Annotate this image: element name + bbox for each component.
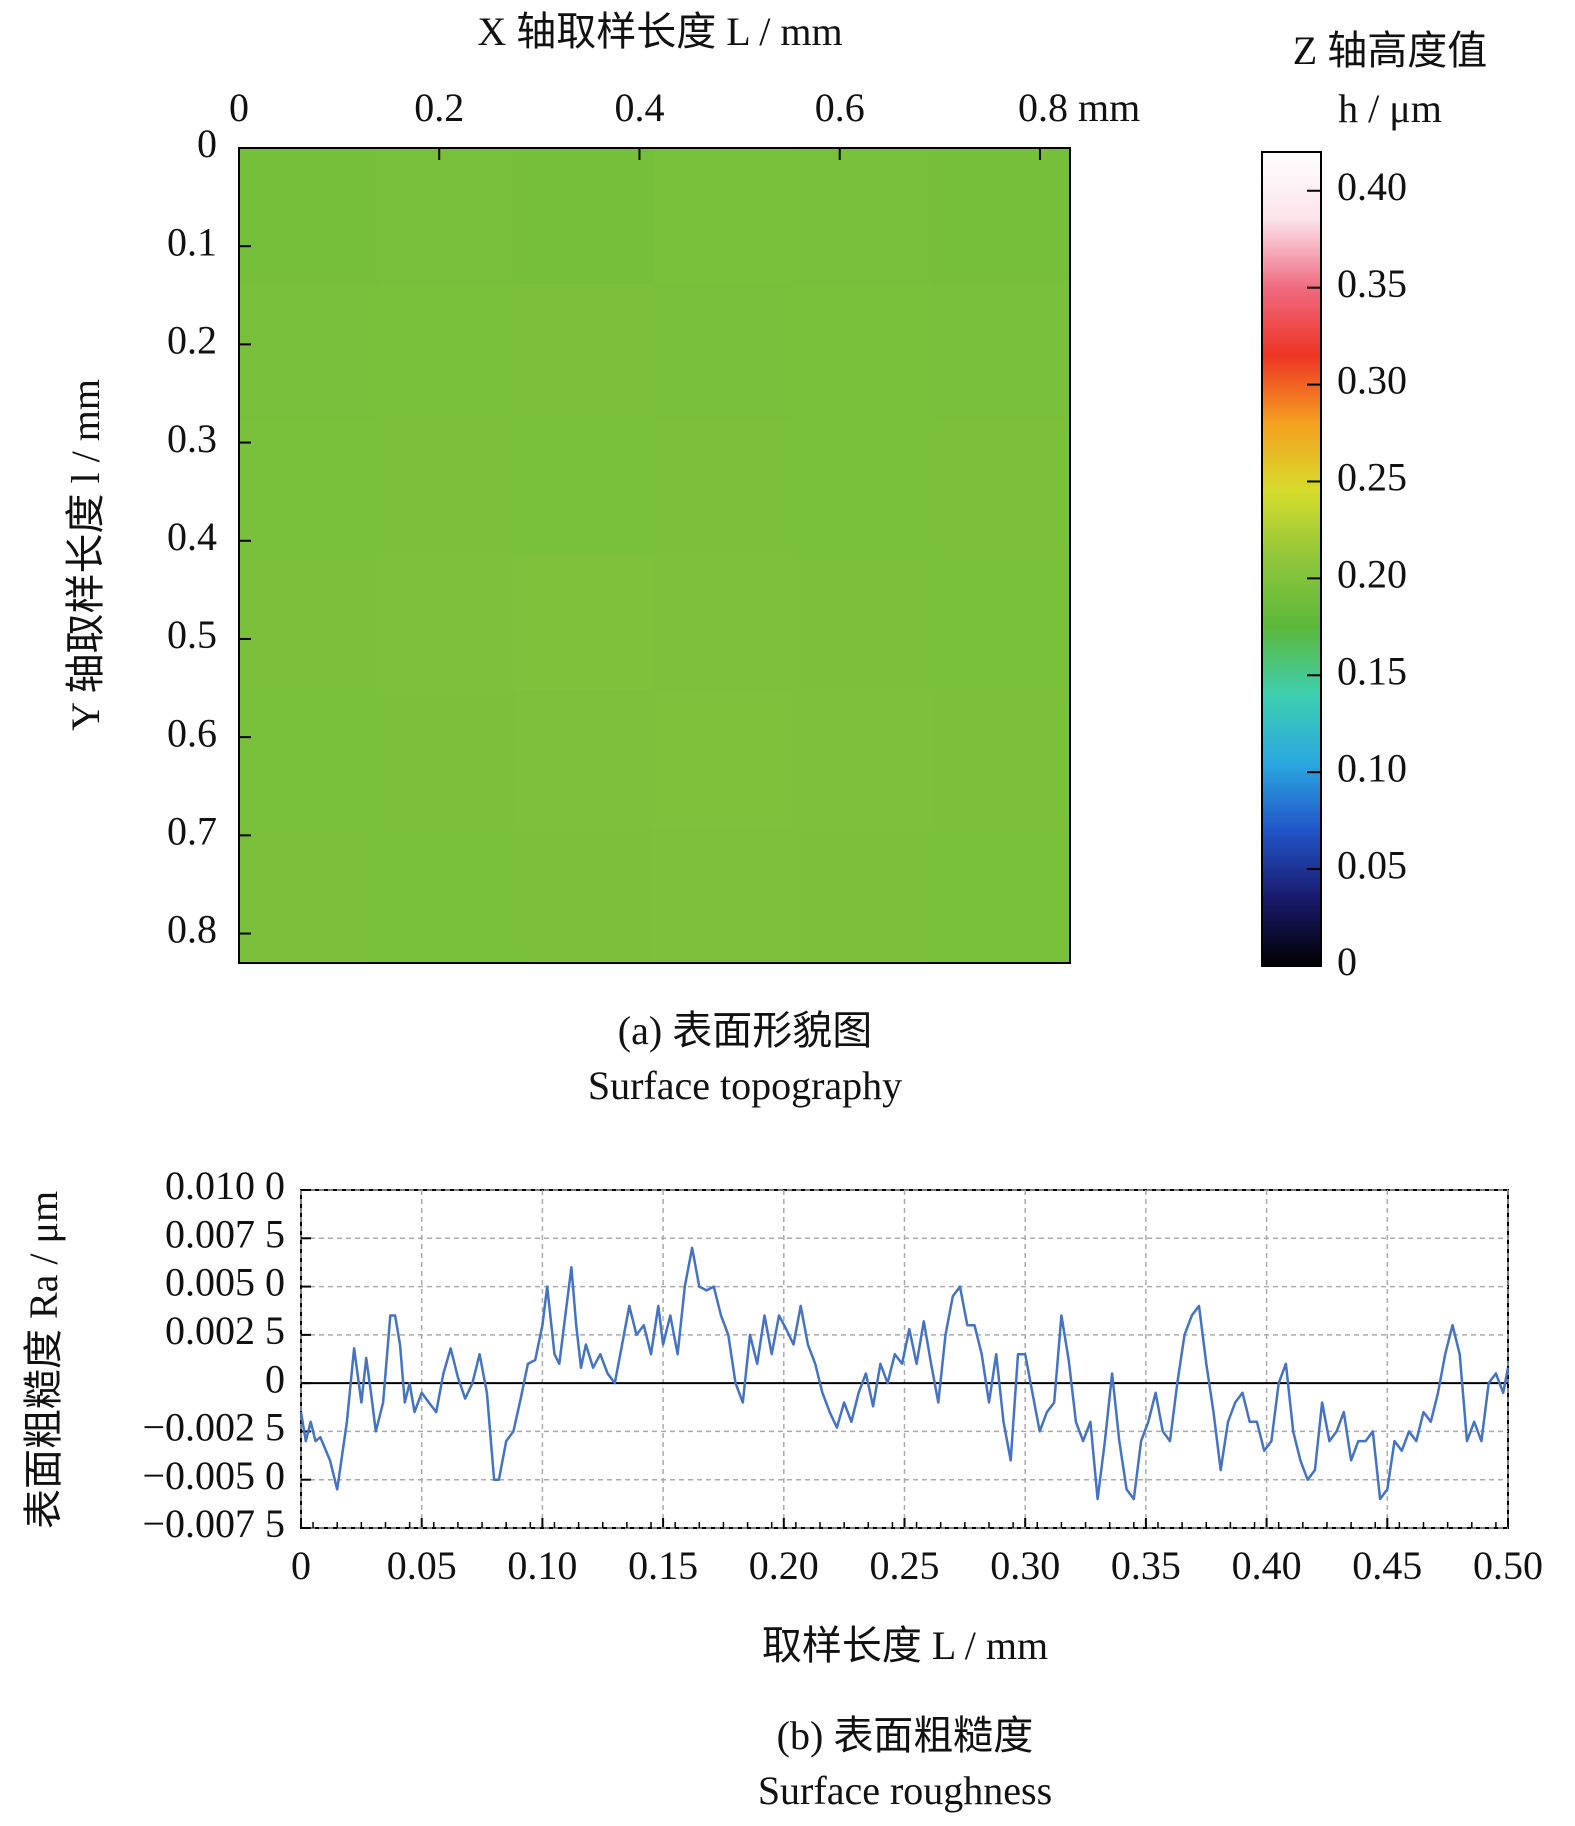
- colorbar-tick-label: 0.15: [1337, 648, 1407, 693]
- heat-cell: [516, 691, 656, 828]
- y-tick-label: 0.2: [167, 318, 217, 363]
- y-tick-label: 0.010 0: [165, 1163, 285, 1208]
- colorbar-tick-label: 0.10: [1337, 745, 1407, 790]
- x-tick-label: 0.2: [414, 85, 464, 130]
- y-tick-label: 0.8: [167, 907, 217, 952]
- heat-cell: [239, 691, 379, 828]
- x-tick-label: 0.6: [815, 85, 865, 130]
- colorbar-tick-label: 0.20: [1337, 552, 1407, 597]
- y-tick-label: 0.002 5: [165, 1308, 285, 1353]
- y-tick-label: 0: [197, 121, 217, 166]
- heat-cell: [931, 555, 1071, 692]
- heat-cell: [239, 827, 379, 964]
- heat-cell: [931, 419, 1071, 557]
- heat-cell: [516, 555, 656, 692]
- x-tick-label: 0.15: [628, 1543, 698, 1588]
- heat-cell: [239, 283, 379, 421]
- x-axis-title: X 轴取样长度 L / mm: [477, 9, 842, 54]
- y-tick-label: 0.005 0: [165, 1260, 285, 1305]
- colorbar-tick-label: 0.30: [1337, 358, 1407, 403]
- y-tick-label: 0.5: [167, 612, 217, 657]
- y-tick-label: 0.3: [167, 416, 217, 461]
- heat-cell: [377, 827, 517, 964]
- heat-cell: [793, 555, 933, 692]
- plot-frame: [238, 147, 1071, 964]
- y-axis-title: Y 轴取样长度 l / mm: [63, 379, 108, 731]
- heat-cell: [377, 419, 517, 557]
- x-tick-label: 0.25: [870, 1543, 940, 1588]
- x-tick-label: 0.8 mm: [1018, 85, 1140, 130]
- colorbar-title: h / μm: [1338, 86, 1442, 131]
- heat-cell: [516, 148, 656, 285]
- y-tick-label: 0.6: [167, 710, 217, 755]
- heat-cell: [516, 283, 656, 421]
- plot-frame: [300, 1189, 1509, 1529]
- heat-cell: [516, 827, 656, 964]
- x-tick-label: 0.20: [749, 1543, 819, 1588]
- caption: (a) 表面形貌图: [618, 1008, 872, 1053]
- caption: Surface topography: [588, 1063, 902, 1108]
- heat-cell: [654, 555, 794, 692]
- y-tick-label: 0.7: [167, 809, 217, 854]
- y-axis-title: 表面粗糙度 Ra / μm: [21, 1191, 66, 1529]
- x-tick-label: 0.10: [507, 1543, 577, 1588]
- heat-cell: [377, 148, 517, 285]
- heat-cell: [654, 283, 794, 421]
- heat-cell: [931, 283, 1071, 421]
- y-tick-label: 0.007 5: [165, 1211, 285, 1256]
- x-tick-label: 0.45: [1352, 1543, 1422, 1588]
- heat-cell: [239, 555, 379, 692]
- x-tick-label: 0: [229, 85, 249, 130]
- heat-cell: [654, 419, 794, 557]
- y-tick-label: 0.1: [167, 219, 217, 264]
- x-tick-label: 0.30: [990, 1543, 1060, 1588]
- x-tick-label: 0: [291, 1543, 311, 1588]
- colorbar-tick-label: 0.40: [1337, 164, 1407, 209]
- heat-cell: [516, 419, 656, 557]
- heat-cell: [931, 827, 1071, 964]
- colorbar-tick-label: 0: [1337, 939, 1357, 984]
- heat-cell: [239, 419, 379, 557]
- heat-cell: [377, 555, 517, 692]
- heat-cell: [377, 691, 517, 828]
- x-axis-title: 取样长度 L / mm: [762, 1623, 1048, 1668]
- heat-cell: [377, 283, 517, 421]
- x-tick-label: 0.05: [387, 1543, 457, 1588]
- heat-cell: [793, 283, 933, 421]
- x-tick-label: 0.4: [614, 85, 664, 130]
- colorbar-tick-label: 0.25: [1337, 455, 1407, 500]
- heat-cell: [793, 148, 933, 285]
- data-line: [299, 1246, 1510, 1501]
- caption: Surface roughness: [758, 1768, 1052, 1813]
- colorbar: [1261, 151, 1322, 967]
- x-tick-label: 0.40: [1232, 1543, 1302, 1588]
- heat-cell: [793, 827, 933, 964]
- x-tick-label: 0.35: [1111, 1543, 1181, 1588]
- colorbar-title: Z 轴高度值: [1293, 28, 1487, 73]
- heat-cell: [793, 691, 933, 828]
- x-tick-label: 0.50: [1473, 1543, 1543, 1588]
- colorbar-tick-label: 0.35: [1337, 261, 1407, 306]
- colorbar-tick-label: 0.05: [1337, 842, 1407, 887]
- heat-cell: [239, 148, 379, 285]
- heat-cell: [654, 148, 794, 285]
- y-tick-label: −0.005 0: [142, 1453, 285, 1498]
- caption: (b) 表面粗糙度: [777, 1713, 1034, 1758]
- y-tick-label: −0.007 5: [142, 1501, 285, 1546]
- heat-cell: [654, 691, 794, 828]
- y-tick-label: 0: [265, 1356, 285, 1401]
- heat-cell: [793, 419, 933, 557]
- y-tick-label: −0.002 5: [142, 1405, 285, 1450]
- heat-cell: [654, 827, 794, 964]
- heat-cell: [931, 691, 1071, 828]
- y-tick-label: 0.4: [167, 514, 217, 559]
- heat-cell: [931, 148, 1071, 285]
